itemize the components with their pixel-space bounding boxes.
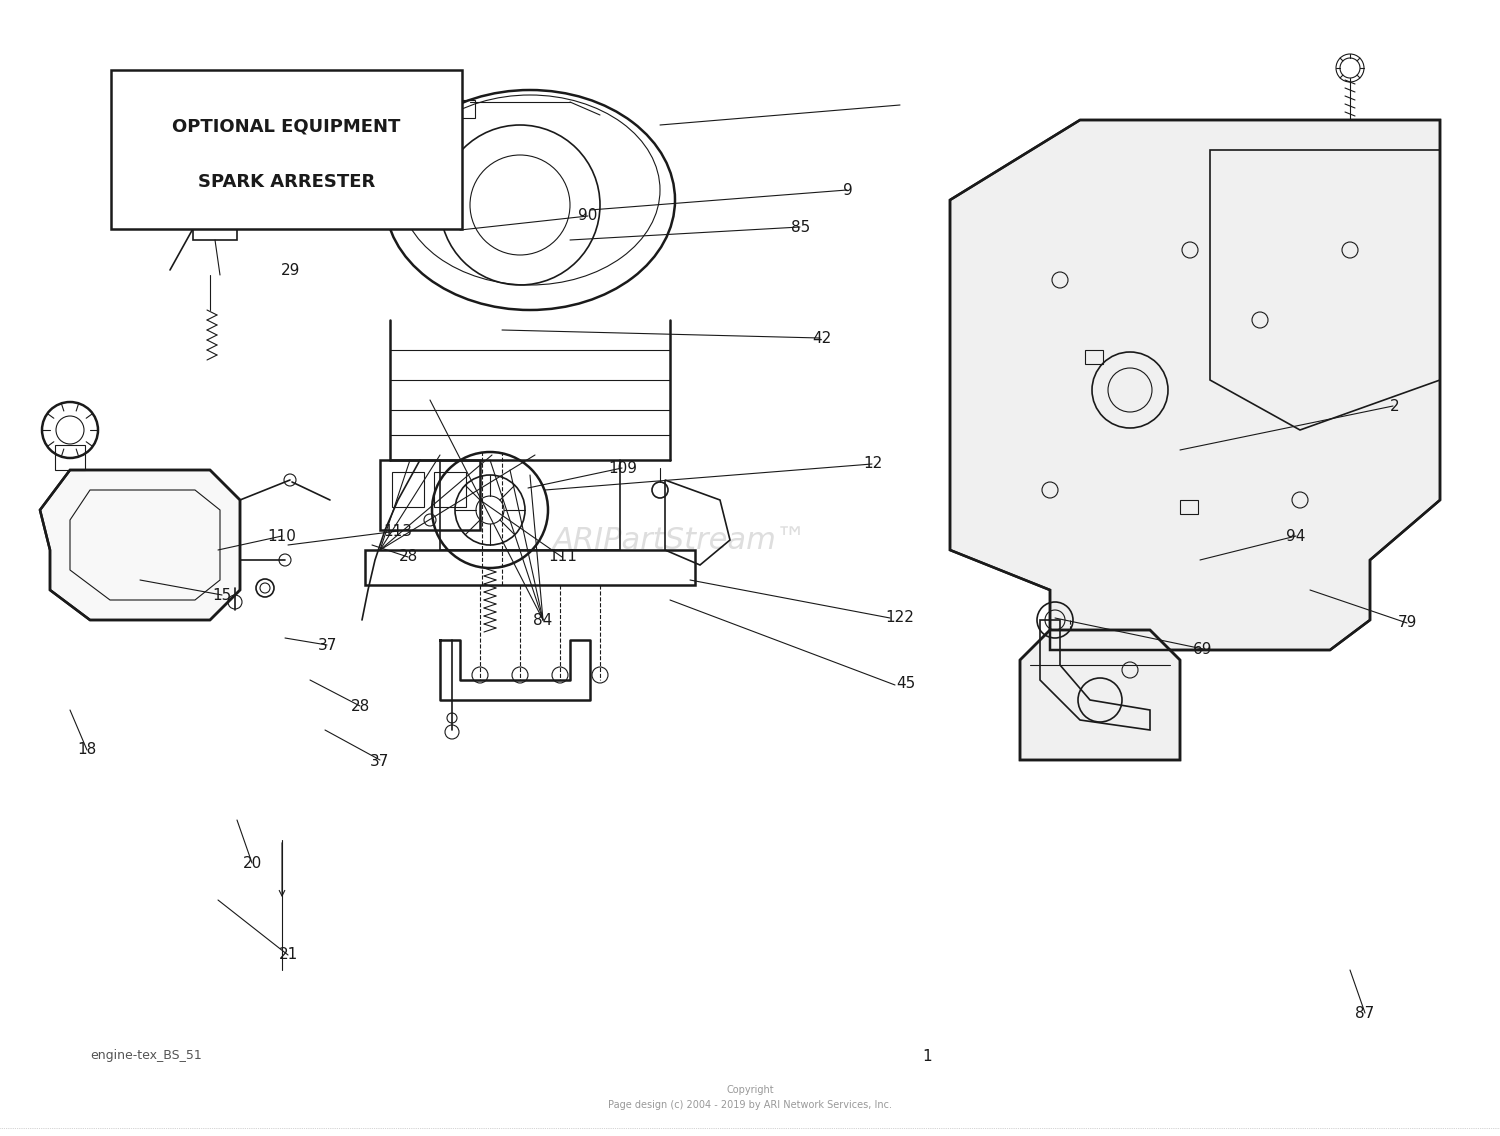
- FancyBboxPatch shape: [111, 70, 462, 229]
- Text: OPTIONAL EQUIPMENT: OPTIONAL EQUIPMENT: [172, 117, 400, 135]
- Text: engine-tex_BS_51: engine-tex_BS_51: [90, 1049, 202, 1061]
- Bar: [1084, 350, 1102, 364]
- Text: 9: 9: [843, 183, 852, 199]
- Text: 42: 42: [813, 331, 831, 346]
- Text: 90: 90: [579, 208, 597, 224]
- Text: 18: 18: [78, 742, 96, 758]
- Text: 87: 87: [1356, 1005, 1374, 1021]
- Text: Page design (c) 2004 - 2019 by ARI Network Services, Inc.: Page design (c) 2004 - 2019 by ARI Netwo…: [608, 1100, 892, 1110]
- Text: Copyright: Copyright: [726, 1085, 774, 1095]
- Text: 37: 37: [370, 753, 388, 769]
- Text: ARIPartStream™: ARIPartStream™: [554, 526, 807, 554]
- Bar: [194, 185, 237, 240]
- Bar: [380, 460, 480, 531]
- Text: 109: 109: [608, 460, 638, 476]
- Text: 2: 2: [1390, 399, 1400, 415]
- Text: SPARK ARRESTER: SPARK ARRESTER: [198, 173, 375, 191]
- Text: 110: 110: [267, 528, 297, 544]
- Bar: [392, 471, 424, 507]
- Text: 69: 69: [1194, 642, 1212, 658]
- Text: 113: 113: [382, 524, 412, 540]
- Text: 79: 79: [1398, 615, 1416, 630]
- Text: 45: 45: [897, 676, 915, 692]
- Text: 85: 85: [792, 219, 810, 235]
- Text: 84: 84: [534, 612, 552, 628]
- Polygon shape: [1020, 630, 1180, 760]
- Text: 28: 28: [399, 549, 417, 565]
- Text: 21: 21: [279, 946, 297, 962]
- Text: 1: 1: [922, 1049, 932, 1064]
- Text: 29: 29: [282, 262, 300, 278]
- Text: 37: 37: [318, 637, 336, 653]
- Text: 12: 12: [864, 456, 882, 471]
- Polygon shape: [950, 120, 1440, 650]
- Text: 111: 111: [548, 549, 578, 565]
- Text: 20: 20: [243, 855, 261, 871]
- Bar: [440, 100, 476, 118]
- Bar: [1180, 500, 1198, 513]
- Text: 122: 122: [885, 610, 915, 626]
- Text: 94: 94: [1287, 528, 1305, 544]
- Text: 28: 28: [351, 699, 369, 715]
- Bar: [433, 471, 466, 507]
- Polygon shape: [40, 470, 240, 620]
- Bar: [56, 445, 86, 470]
- Text: 15: 15: [213, 587, 231, 603]
